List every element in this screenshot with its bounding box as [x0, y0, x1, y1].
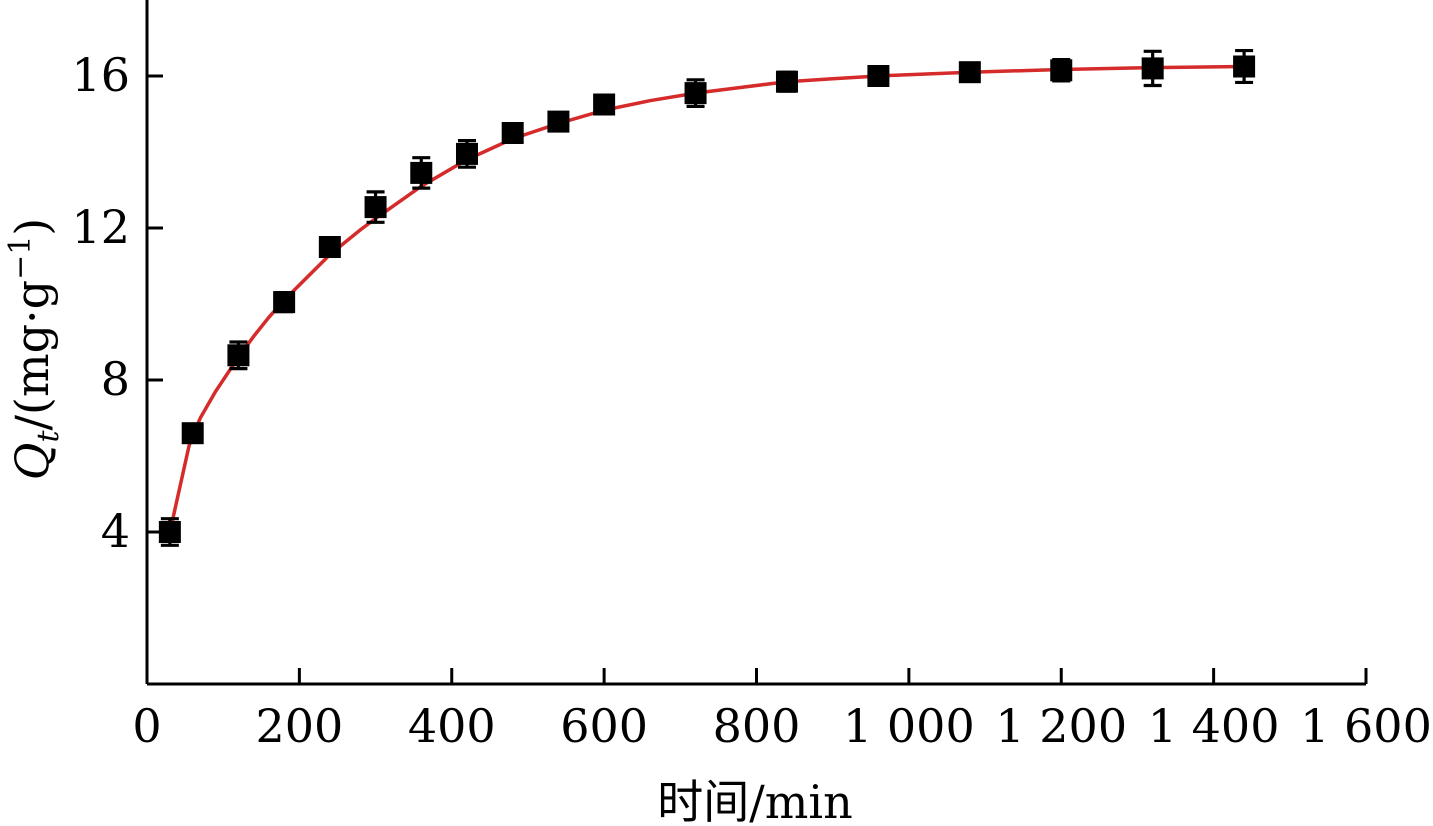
axes: 0 200 400 600 800 1 000 1 200 1 400 1 600 4 8 12 16: [71, 0, 1432, 753]
data-point-marker: [775, 70, 798, 93]
x-tick-label: 1 400: [1148, 699, 1280, 753]
y-axis-title: Qt/(mg·g−1): [3, 218, 66, 481]
data-point-marker: [501, 122, 524, 144]
data-point-marker: [181, 422, 204, 445]
data-point-marker: [364, 196, 387, 219]
y-tick-label: 8: [101, 352, 130, 406]
data-point-marker: [410, 161, 433, 184]
data-point-marker: [593, 93, 616, 116]
y-axis-title-main: Q: [5, 443, 59, 481]
x-tick-label: 400: [408, 699, 496, 753]
x-tick-label: 0: [132, 699, 161, 753]
y-axis-title-subscript: t: [31, 430, 66, 443]
data-point-marker: [547, 110, 570, 133]
data-point-marker: [455, 142, 478, 165]
x-tick-label: 1 200: [995, 699, 1127, 753]
fit-curve-line: [168, 64, 1245, 533]
x-axis-title: 时间/min: [657, 775, 852, 826]
data-point-marker: [1233, 55, 1256, 78]
x-tick-label: 600: [560, 699, 648, 753]
data-point-marker: [318, 236, 341, 258]
axis-labels-group: 时间/min Qt/(mg·g−1): [3, 218, 853, 826]
y-axis-title-close: ): [5, 218, 59, 236]
x-tick-label: 800: [713, 699, 801, 753]
data-points-group: [158, 48, 1256, 547]
fit-curve-group: [168, 64, 1245, 533]
y-tick-label: 16: [71, 48, 130, 102]
x-tick-label: 1 000: [843, 699, 975, 753]
x-tick-label: 200: [255, 699, 343, 753]
data-point-marker: [273, 291, 296, 314]
data-point-marker: [158, 521, 181, 543]
y-tick-label: 4: [101, 504, 130, 558]
x-tick-label: 1 600: [1300, 699, 1432, 753]
y-axis-title-unit: /(mg·g: [5, 280, 59, 431]
y-axis-title-superscript: −1: [3, 236, 38, 280]
data-point-marker: [1050, 59, 1073, 82]
data-point-marker: [684, 82, 707, 105]
data-point-marker: [1141, 57, 1164, 80]
data-point-marker: [867, 65, 890, 87]
data-point-marker: [227, 344, 250, 367]
data-point-marker: [958, 61, 981, 84]
y-tick-label: 12: [71, 200, 130, 254]
